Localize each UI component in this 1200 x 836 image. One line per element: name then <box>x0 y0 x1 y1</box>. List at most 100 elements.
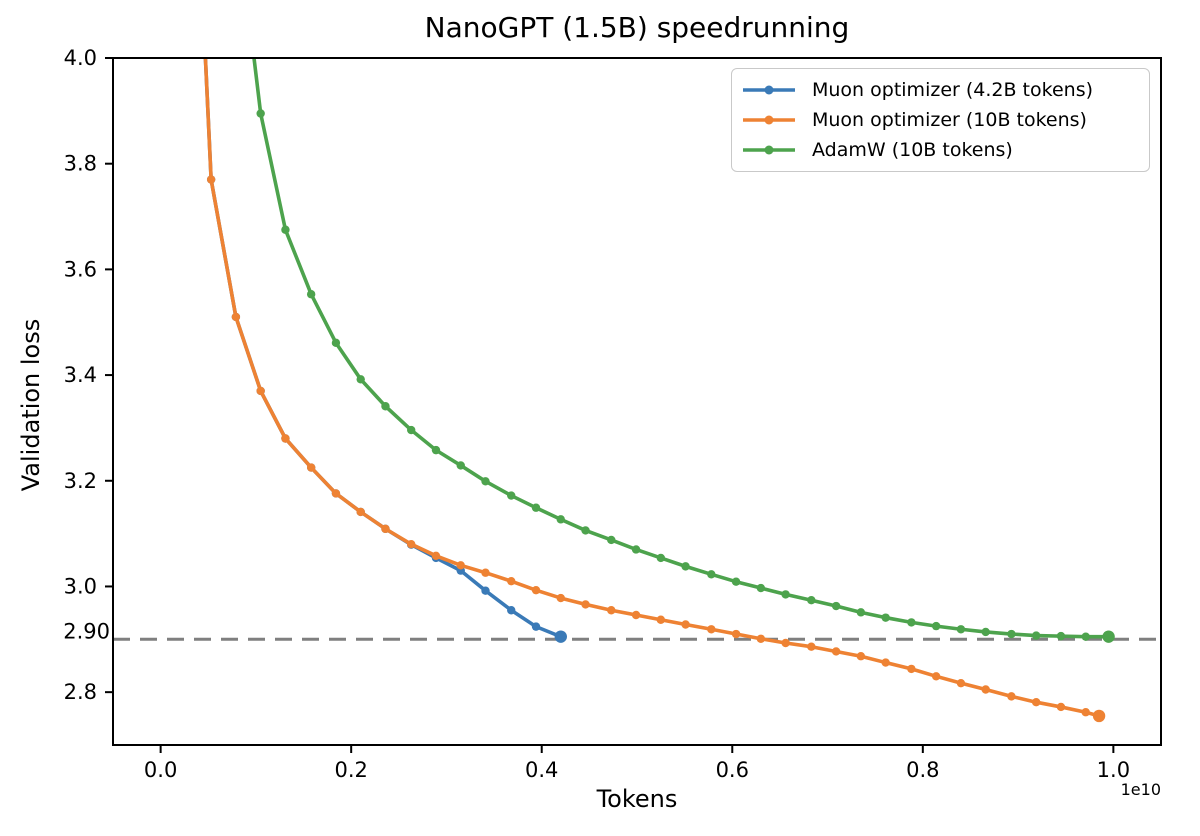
series-marker-2 <box>481 477 490 486</box>
series-end-marker-0 <box>554 630 567 643</box>
series-marker-2 <box>281 225 290 234</box>
y-tick-label: 3.8 <box>64 152 97 176</box>
series-marker-1 <box>831 647 841 656</box>
series-marker-1 <box>1031 697 1041 707</box>
series-marker-1 <box>531 585 541 595</box>
series-marker-0 <box>507 606 516 615</box>
series-marker-1 <box>431 551 441 561</box>
axes-frame <box>112 57 1162 746</box>
series-marker-2 <box>1056 631 1066 641</box>
series-marker-2 <box>1007 629 1016 639</box>
series-marker-1 <box>707 625 716 634</box>
x-tick-label: 1.0 <box>1097 758 1130 782</box>
legend-label: Muon optimizer (10B tokens) <box>812 109 1087 131</box>
x-axis-offset-label: 1e10 <box>1120 780 1161 799</box>
series-marker-2 <box>1081 632 1090 641</box>
y-tick-label: 4.0 <box>64 46 97 70</box>
x-tick-label: 0.0 <box>144 758 177 782</box>
legend: Muon optimizer (4.2B tokens) Muon optimi… <box>731 68 1150 172</box>
y-extra-tick-label: 2.90 <box>63 619 110 643</box>
series-marker-1 <box>981 685 990 694</box>
series-marker-2 <box>607 535 616 545</box>
series-marker-2 <box>856 608 866 617</box>
series-marker-1 <box>256 386 265 396</box>
series-marker-2 <box>556 515 565 524</box>
series-marker-2 <box>456 461 465 470</box>
series-marker-1 <box>881 658 890 667</box>
series-marker-2 <box>956 625 966 634</box>
legend-marker <box>764 85 774 95</box>
series-marker-1 <box>756 634 766 643</box>
series-marker-2 <box>656 553 666 563</box>
legend-label: Muon optimizer (4.2B tokens) <box>812 79 1094 101</box>
series-marker-1 <box>507 576 516 586</box>
series-marker-2 <box>831 601 841 611</box>
series-marker-1 <box>1081 708 1090 717</box>
series-marker-1 <box>607 606 616 615</box>
series-marker-2 <box>781 590 790 599</box>
series-marker-1 <box>306 463 316 472</box>
series-marker-1 <box>907 664 916 674</box>
series-marker-2 <box>981 627 990 637</box>
x-axis-label: Tokens <box>596 785 678 813</box>
series-marker-1 <box>631 610 641 620</box>
series-marker-2 <box>531 503 541 512</box>
series-marker-1 <box>807 642 816 651</box>
x-tick-label: 0.4 <box>525 758 558 782</box>
series-marker-1 <box>456 561 465 570</box>
y-tick-label: 2.8 <box>64 680 97 704</box>
series-marker-2 <box>631 545 641 554</box>
series-marker-1 <box>581 600 590 609</box>
series-marker-1 <box>931 672 941 681</box>
legend-marker <box>764 145 774 155</box>
y-tick-label: 3.2 <box>64 469 97 493</box>
series-marker-2 <box>881 613 890 622</box>
legend-line-sample <box>743 85 795 95</box>
legend-item: Muon optimizer (10B tokens) <box>740 105 1149 135</box>
series-marker-1 <box>381 524 390 534</box>
chart-title: NanoGPT (1.5B) speedrunning <box>424 11 850 44</box>
series-marker-2 <box>381 402 390 411</box>
legend-label: AdamW (10B tokens) <box>812 139 1013 161</box>
series-marker-2 <box>581 526 590 535</box>
legend-line-sample <box>743 145 795 155</box>
series-marker-1 <box>356 507 365 517</box>
series-marker-2 <box>407 425 416 435</box>
series-marker-1 <box>331 489 341 498</box>
series-marker-0 <box>481 586 490 595</box>
y-axis-label: Validation loss <box>17 318 45 492</box>
series-line-1 <box>203 58 1101 718</box>
x-tick-label: 0.8 <box>906 758 939 782</box>
series-marker-2 <box>931 621 941 631</box>
series-marker-2 <box>681 562 690 571</box>
y-tick-label: 3.4 <box>64 363 97 387</box>
series-marker-2 <box>707 570 716 579</box>
legend-item: Muon optimizer (4.2B tokens) <box>740 75 1149 105</box>
series-marker-1 <box>407 539 416 549</box>
series-end-marker-2 <box>1102 630 1115 643</box>
series-marker-1 <box>656 615 666 624</box>
series-marker-2 <box>1031 631 1041 640</box>
series-marker-1 <box>231 312 241 322</box>
legend-line-sample <box>743 115 795 125</box>
series-marker-2 <box>356 375 365 384</box>
series-marker-1 <box>731 629 741 639</box>
series-marker-2 <box>306 290 316 299</box>
series-marker-1 <box>281 434 290 443</box>
legend-marker <box>764 115 774 125</box>
series-marker-1 <box>781 638 790 648</box>
series-marker-2 <box>907 618 916 627</box>
legend-item: AdamW (10B tokens) <box>740 135 1149 165</box>
series-marker-1 <box>856 652 866 661</box>
x-tick-label: 0.2 <box>334 758 367 782</box>
series-marker-1 <box>681 620 690 629</box>
x-tick-label: 0.6 <box>716 758 749 782</box>
series-marker-2 <box>756 583 766 593</box>
series-marker-1 <box>556 593 565 603</box>
series-marker-2 <box>507 491 516 500</box>
y-tick-label: 3.6 <box>64 257 97 281</box>
series-marker-2 <box>331 338 341 348</box>
series-line-0 <box>203 58 563 639</box>
